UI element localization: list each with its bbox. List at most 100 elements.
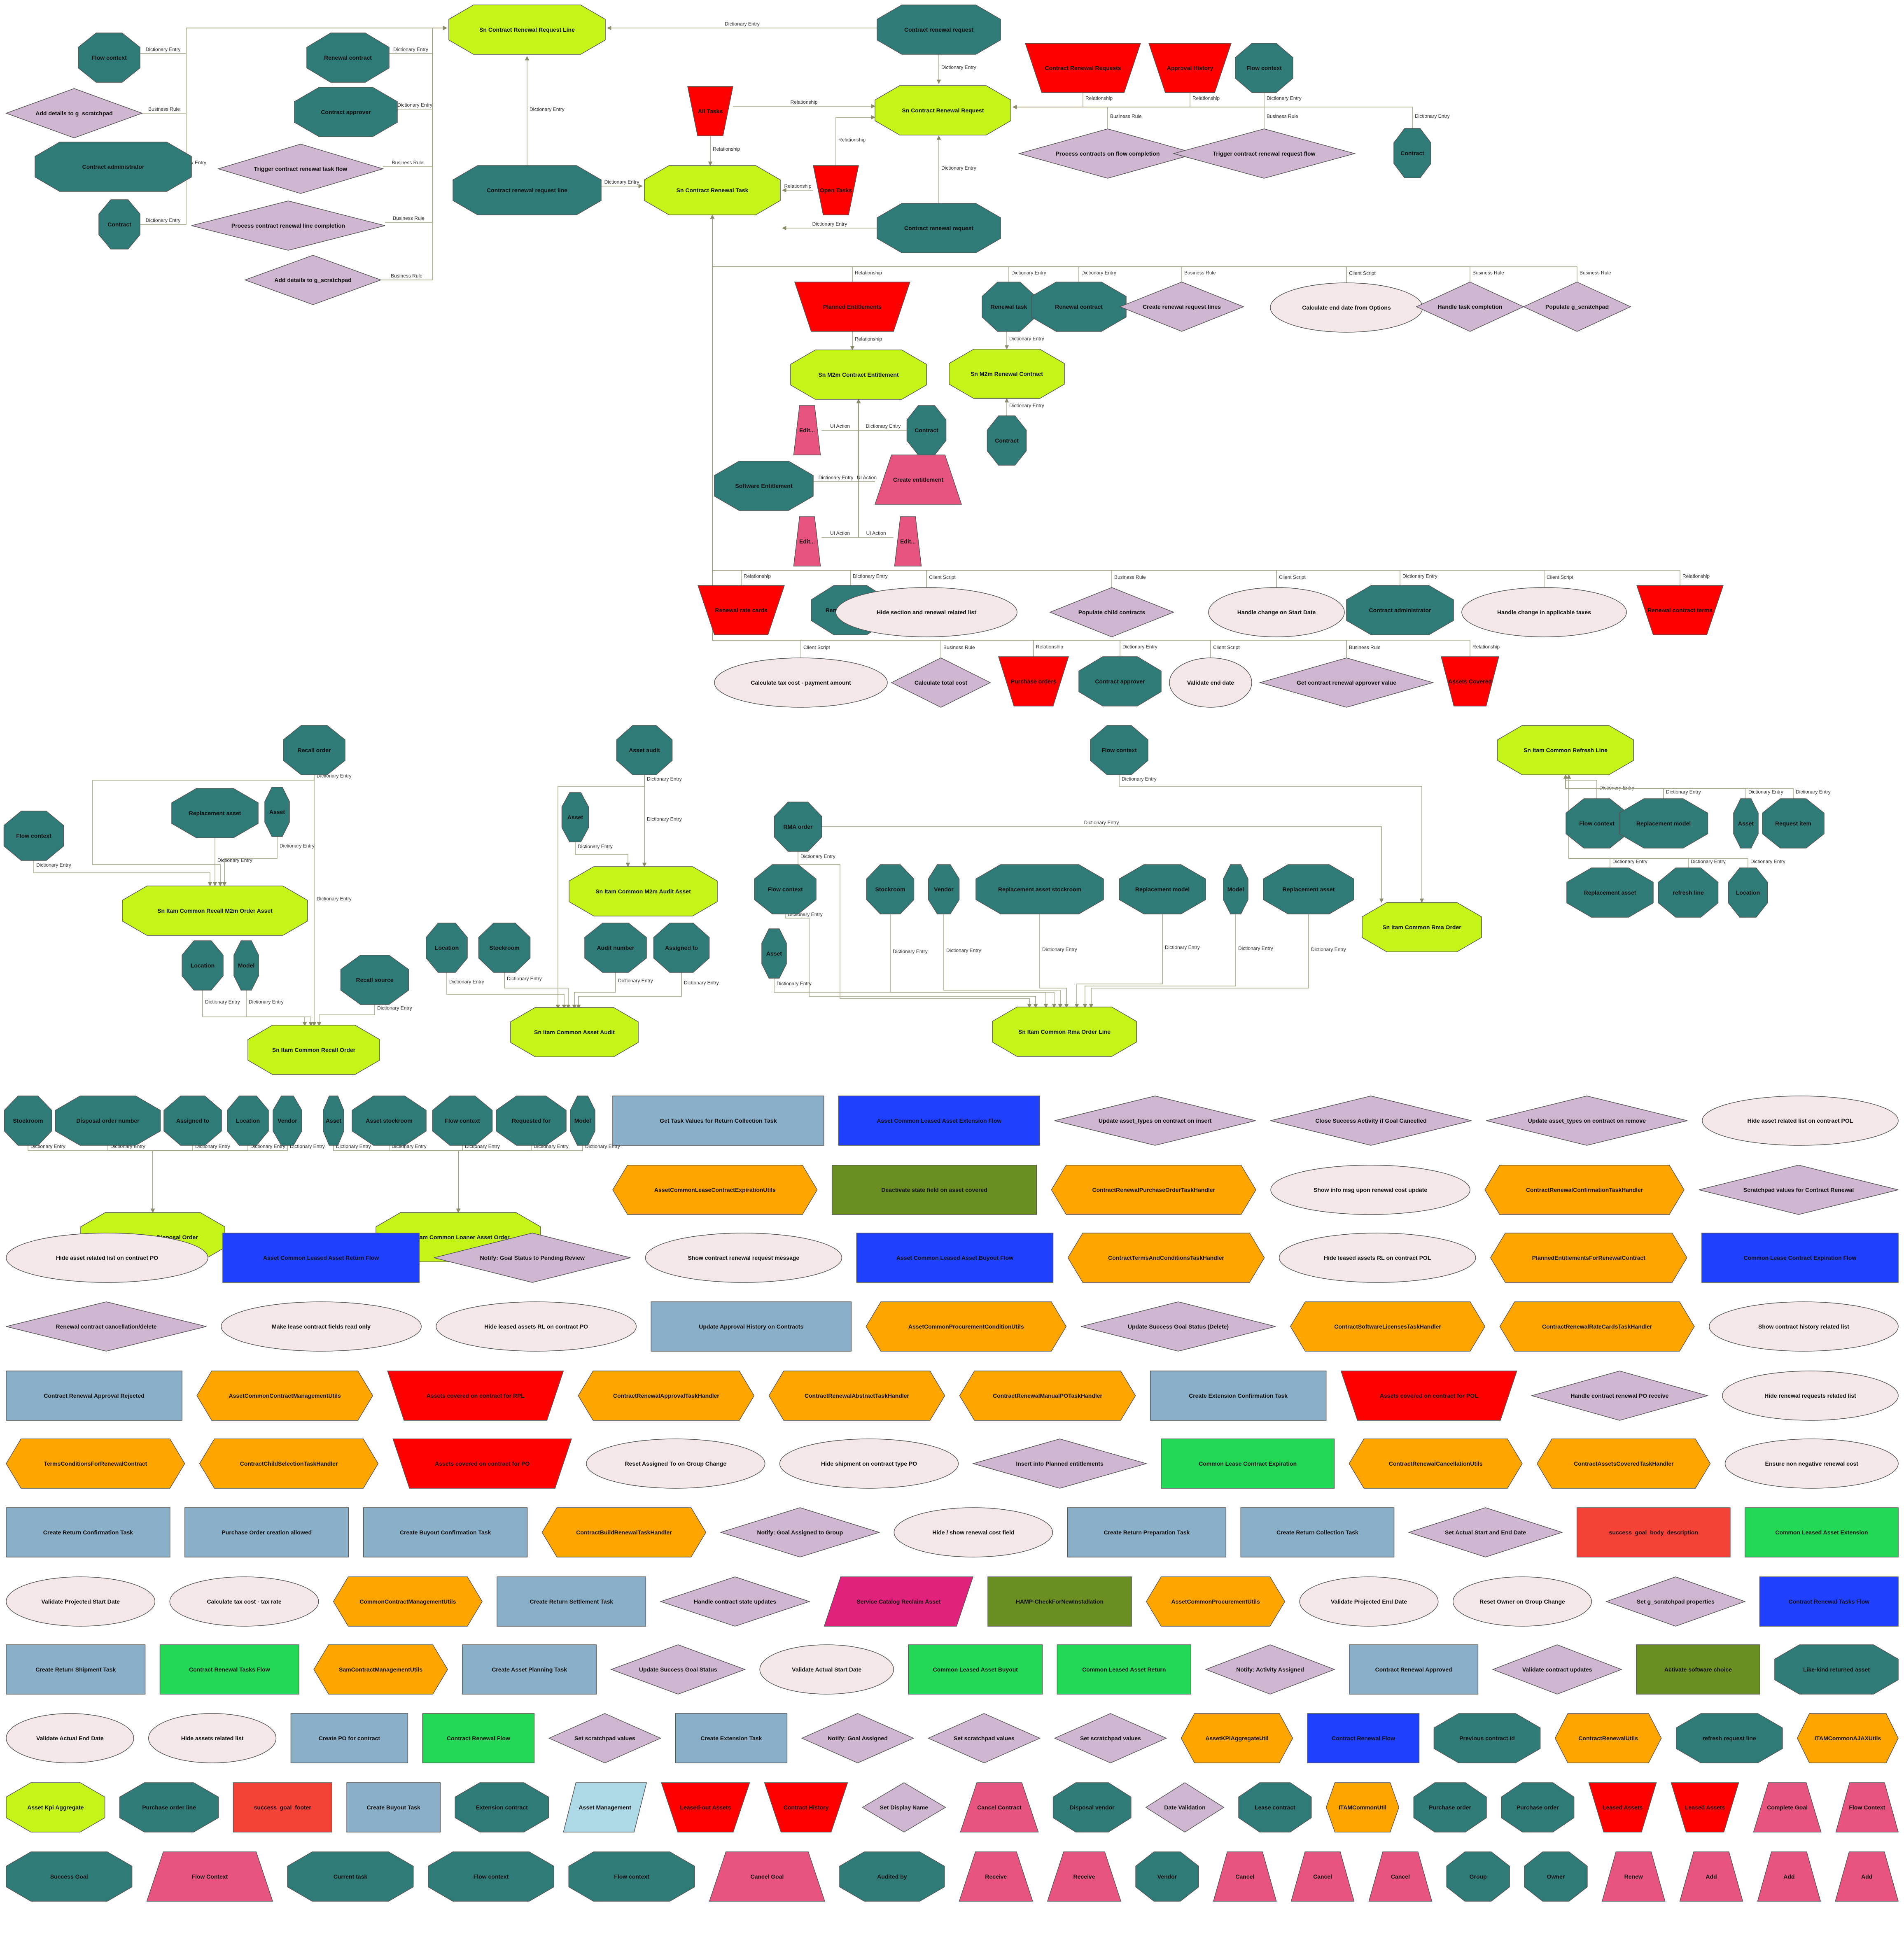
- node-validate-end-date[interactable]: Validate end date: [1169, 657, 1252, 708]
- element-plannedentitlementsforrenewalcontract[interactable]: PlannedEntitlementsForRenewalContract: [1490, 1233, 1687, 1283]
- node-hide-section-and-renewal-related-list[interactable]: Hide section and renewal related list: [835, 587, 1017, 637]
- node-create-renewal-request-lines[interactable]: Create renewal request lines: [1119, 282, 1245, 332]
- node-contract-approver[interactable]: Contract approver: [294, 87, 398, 137]
- node-asset-audit[interactable]: Asset audit: [616, 725, 673, 775]
- element-contract-renewal-flow[interactable]: Contract Renewal Flow: [422, 1713, 535, 1763]
- node-flow-context[interactable]: Flow context: [1235, 43, 1293, 93]
- element-contractrenewalapprovaltaskhandler[interactable]: ContractRenewalApprovalTaskHandler: [578, 1371, 755, 1421]
- element-cancel[interactable]: Cancel: [1368, 1851, 1433, 1902]
- node-edit[interactable]: Edit...: [793, 405, 821, 455]
- element-flow-context[interactable]: Flow Context: [146, 1851, 273, 1902]
- element-add[interactable]: Add: [1679, 1851, 1743, 1902]
- element-common-lease-contract-expiration-flow[interactable]: Common Lease Contract Expiration Flow: [1701, 1233, 1899, 1283]
- element-set-display-name[interactable]: Set Display Name: [862, 1782, 946, 1832]
- node-model[interactable]: Model: [570, 1096, 595, 1146]
- node-sn-contract-renewal-request[interactable]: Sn Contract Renewal Request: [875, 85, 1011, 135]
- element-contracttermsandconditionstaskhandler[interactable]: ContractTermsAndConditionsTaskHandler: [1067, 1233, 1265, 1283]
- element-show-info-msg-upon-renewal-cost-update[interactable]: Show info msg upon renewal cost update: [1270, 1165, 1470, 1215]
- element-create-return-settlement-task[interactable]: Create Return Settlement Task: [497, 1576, 646, 1627]
- element-reset-owner-on-group-change[interactable]: Reset Owner on Group Change: [1452, 1576, 1592, 1627]
- node-stockroom[interactable]: Stockroom: [866, 864, 915, 914]
- node-flow-context[interactable]: Flow context: [78, 33, 140, 83]
- node-contract-administrator[interactable]: Contract administrator: [1346, 585, 1454, 635]
- node-replacement-asset-stockroom[interactable]: Replacement asset stockroom: [975, 864, 1104, 914]
- element-make-lease-contract-fields-read-only[interactable]: Make lease contract fields read only: [221, 1301, 422, 1352]
- element-receive[interactable]: Receive: [959, 1851, 1033, 1902]
- element-complete-goal[interactable]: Complete Goal: [1753, 1782, 1822, 1832]
- node-model[interactable]: Model: [233, 940, 259, 991]
- node-location[interactable]: Location: [182, 940, 224, 991]
- node-handle-change-on-start-date[interactable]: Handle change on Start Date: [1208, 587, 1345, 637]
- element-create-extension-confirmation-task[interactable]: Create Extension Confirmation Task: [1150, 1371, 1327, 1421]
- node-renewal-contract-terms[interactable]: Renewal contract terms: [1636, 585, 1724, 635]
- node-get-contract-renewal-approver-value[interactable]: Get contract renewal approver value: [1259, 657, 1434, 708]
- element-create-po-for-contract[interactable]: Create PO for contract: [290, 1713, 408, 1763]
- node-sn-itam-common-recall-order[interactable]: Sn Itam Common Recall Order: [247, 1025, 380, 1075]
- node-vendor[interactable]: Vendor: [273, 1096, 302, 1146]
- node-refresh-line[interactable]: refresh line: [1658, 867, 1719, 918]
- element-hide-shipment-on-contract-type-po[interactable]: Hide shipment on contract type PO: [779, 1438, 959, 1489]
- node-open-tasks[interactable]: Open Tasks: [813, 165, 859, 215]
- element-owner[interactable]: Owner: [1524, 1851, 1588, 1902]
- element-hide-leased-assets-rl-on-contract-po[interactable]: Hide leased assets RL on contract PO: [436, 1301, 637, 1352]
- node-calculate-total-cost[interactable]: Calculate total cost: [891, 657, 991, 708]
- node-contract-renewal-requests[interactable]: Contract Renewal Requests: [1024, 43, 1141, 93]
- node-sn-itam-common-rma-order-line[interactable]: Sn Itam Common Rma Order Line: [992, 1007, 1137, 1057]
- element-contractrenewalconfirmationtaskhandler[interactable]: ContractRenewalConfirmationTaskHandler: [1484, 1165, 1685, 1215]
- node-sn-contract-renewal-request-line[interactable]: Sn Contract Renewal Request Line: [448, 5, 606, 55]
- element-set-scratchpad-values[interactable]: Set scratchpad values: [1054, 1713, 1167, 1763]
- node-location[interactable]: Location: [426, 923, 468, 973]
- element-contract-renewal-approved[interactable]: Contract Renewal Approved: [1349, 1644, 1479, 1695]
- element-update-success-goal-status[interactable]: Update Success Goal Status: [610, 1644, 746, 1695]
- element-purchase-order[interactable]: Purchase order: [1501, 1782, 1575, 1832]
- element-flow-context[interactable]: Flow context: [568, 1851, 695, 1902]
- element-add[interactable]: Add: [1757, 1851, 1821, 1902]
- element-itamcommonutil[interactable]: ITAMCommonUtil: [1325, 1782, 1400, 1832]
- element-get-task-values-for-return-collection-task[interactable]: Get Task Values for Return Collection Ta…: [612, 1096, 824, 1146]
- element-update-success-goal-status-delete[interactable]: Update Success Goal Status (Delete): [1081, 1301, 1276, 1352]
- element-flow-context[interactable]: Flow Context: [1835, 1782, 1899, 1832]
- element-success-goal[interactable]: Success Goal: [6, 1851, 133, 1902]
- element-hide-asset-related-list-on-contract-pol[interactable]: Hide asset related list on contract POL: [1702, 1096, 1899, 1146]
- node-contract-renewal-request[interactable]: Contract renewal request: [877, 203, 1001, 253]
- node-contract[interactable]: Contract: [98, 199, 140, 249]
- element-validate-actual-start-date[interactable]: Validate Actual Start Date: [759, 1644, 894, 1695]
- node-calculate-tax-cost-payment-amount[interactable]: Calculate tax cost - payment amount: [714, 657, 888, 708]
- element-refresh-request-line[interactable]: refresh request line: [1675, 1713, 1783, 1763]
- node-sn-itam-common-recall-m2m-order-asset[interactable]: Sn Itam Common Recall M2m Order Asset: [122, 886, 308, 936]
- element-assetcommoncontractmanagementutils[interactable]: AssetCommonContractManagementUtils: [196, 1371, 373, 1421]
- element-leased-assets[interactable]: Leased Assets: [1588, 1782, 1657, 1832]
- element-create-buyout-task[interactable]: Create Buyout Task: [346, 1782, 441, 1832]
- element-contractassetscoveredtaskhandler[interactable]: ContractAssetsCoveredTaskHandler: [1537, 1438, 1711, 1489]
- node-stockroom[interactable]: Stockroom: [478, 923, 531, 973]
- node-create-entitlement[interactable]: Create entitlement: [874, 455, 962, 505]
- element-contractrenewalutils[interactable]: ContractRenewalUtils: [1554, 1713, 1662, 1763]
- element-notify-goal-assigned-to-group[interactable]: Notify: Goal Assigned to Group: [719, 1507, 880, 1557]
- node-audit-number[interactable]: Audit number: [584, 923, 647, 973]
- node-replacement-asset[interactable]: Replacement asset: [1566, 867, 1654, 918]
- element-create-extension-task[interactable]: Create Extension Task: [675, 1713, 788, 1763]
- node-process-contract-renewal-line-completion[interactable]: Process contract renewal line completion: [191, 200, 385, 251]
- node-sn-m2m-contract-entitlement[interactable]: Sn M2m Contract Entitlement: [790, 350, 927, 400]
- node-sn-itam-common-rma-order[interactable]: Sn Itam Common Rma Order: [1362, 902, 1482, 952]
- node-sn-itam-common-m2m-audit-asset[interactable]: Sn Itam Common M2m Audit Asset: [569, 866, 718, 916]
- node-recall-source[interactable]: Recall source: [340, 955, 409, 1005]
- element-group[interactable]: Group: [1446, 1851, 1510, 1902]
- node-sn-contract-renewal-task[interactable]: Sn Contract Renewal Task: [644, 165, 781, 215]
- node-populate-g-scratchpad[interactable]: Populate g_scratchpad: [1523, 282, 1631, 332]
- node-sn-m2m-renewal-contract[interactable]: Sn M2m Renewal Contract: [949, 349, 1065, 399]
- element-receive[interactable]: Receive: [1047, 1851, 1122, 1902]
- element-audited-by[interactable]: Audited by: [839, 1851, 945, 1902]
- element-hide-asset-related-list-on-contract-po[interactable]: Hide asset related list on contract PO: [6, 1233, 208, 1283]
- node-flow-context[interactable]: Flow context: [1566, 798, 1628, 849]
- node-assigned-to[interactable]: Assigned to: [653, 923, 710, 973]
- element-validate-projected-end-date[interactable]: Validate Projected End Date: [1299, 1576, 1439, 1627]
- node-contract[interactable]: Contract: [906, 405, 947, 455]
- element-contractrenewalpurchaseordertaskhandler[interactable]: ContractRenewalPurchaseOrderTaskHandler: [1051, 1165, 1256, 1215]
- element-renew[interactable]: Renew: [1601, 1851, 1666, 1902]
- element-like-kind-returned-asset[interactable]: Like-kind returned asset: [1774, 1644, 1899, 1695]
- node-contract-approver[interactable]: Contract approver: [1078, 656, 1162, 706]
- element-success-goal-footer[interactable]: success_goal_footer: [233, 1782, 332, 1832]
- element-assets-covered-on-contract-for-po[interactable]: Assets covered on contract for PO: [392, 1438, 572, 1489]
- element-assetkpiaggregateutil[interactable]: AssetKPIAggregateUtil: [1181, 1713, 1293, 1763]
